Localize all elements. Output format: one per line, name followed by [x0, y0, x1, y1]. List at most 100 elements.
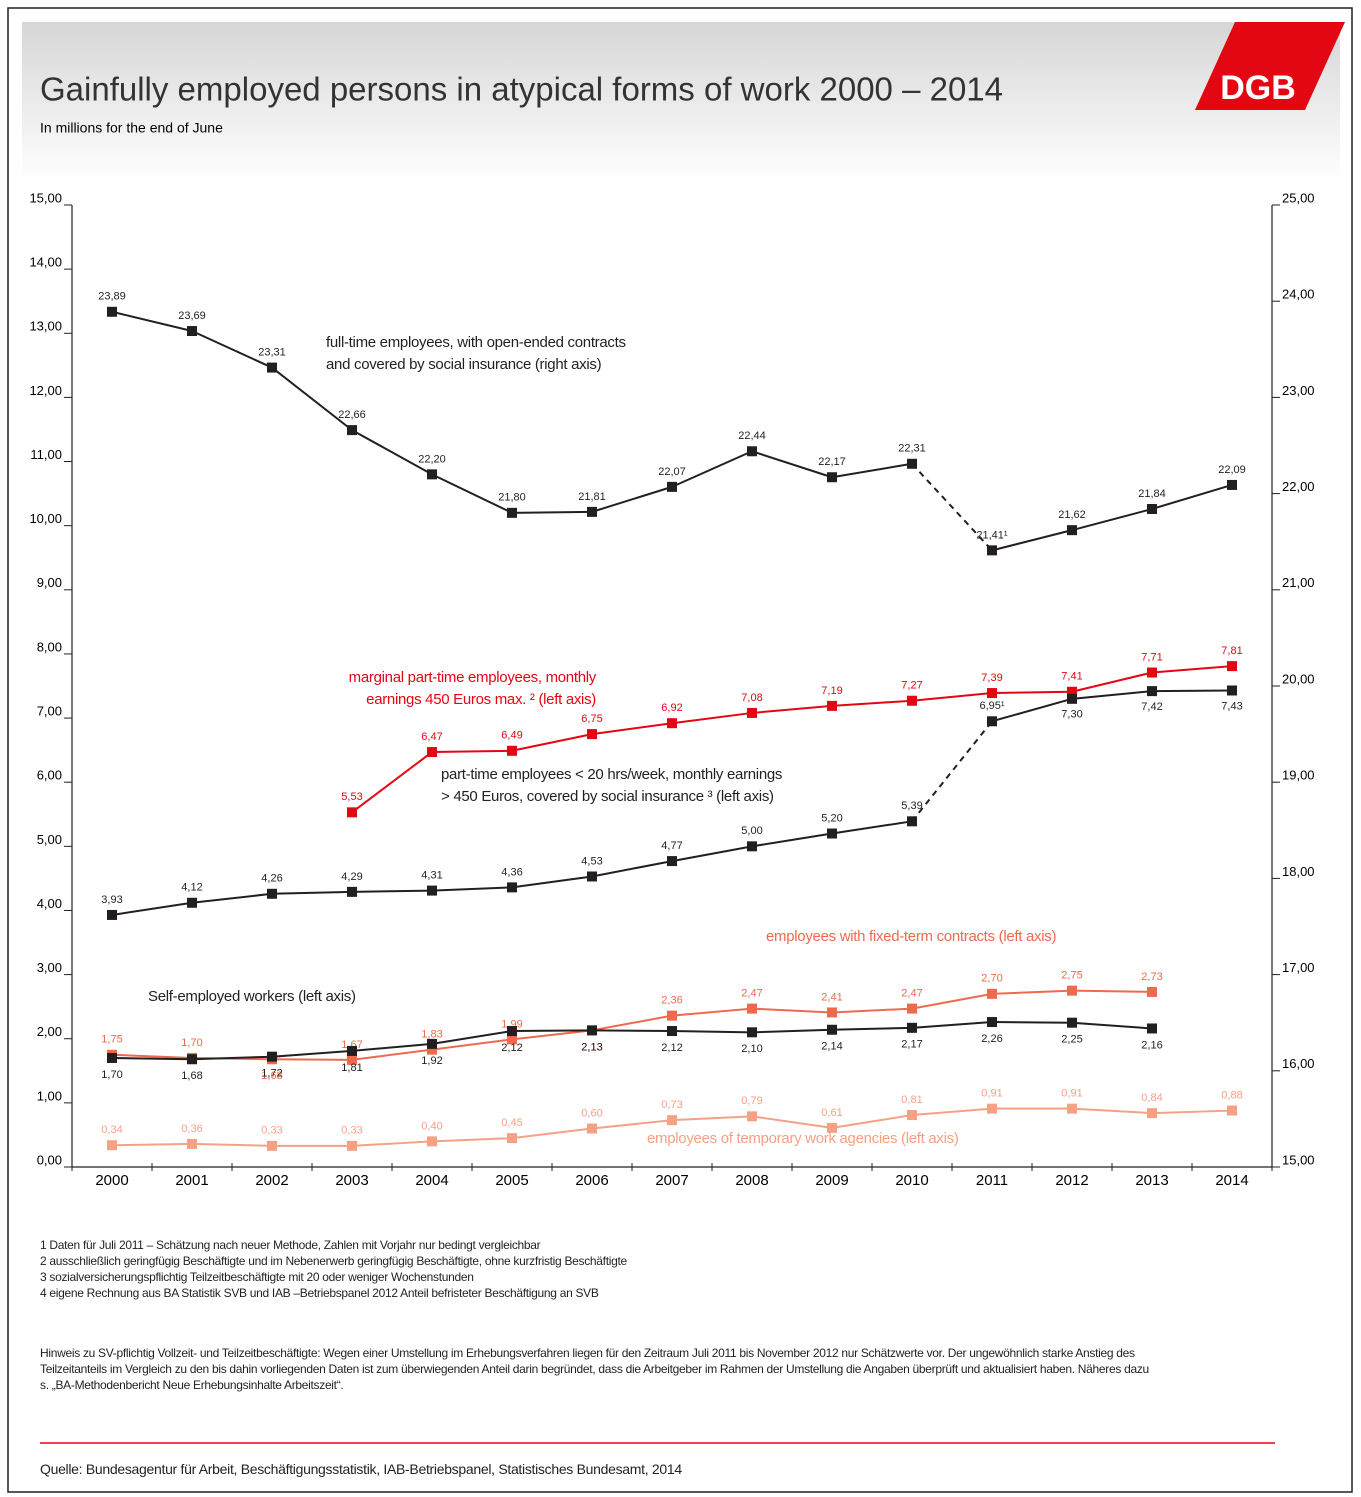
footnote: 2 ausschließlich geringfügig Beschäftigt…: [40, 1254, 627, 1268]
value-label: 6,95¹: [979, 700, 1004, 712]
y-tick-label: 9,00: [37, 575, 62, 590]
line-segment: [351, 889, 433, 893]
marker: [987, 716, 997, 727]
frame: [7, 7, 1353, 1493]
value-label: 3,93: [101, 894, 122, 906]
value-label: 0,81: [901, 1094, 922, 1106]
value-label: 0,91: [1061, 1088, 1082, 1100]
line-segment: [1071, 690, 1153, 700]
x-tick-label: 2010: [895, 1172, 928, 1189]
line-segment: [991, 529, 1073, 552]
value-label: 2,47: [741, 987, 762, 999]
marker: [1067, 525, 1077, 536]
marker: [347, 1140, 357, 1151]
marker: [587, 1025, 597, 1036]
value-label: 0,45: [501, 1117, 522, 1129]
value-label: 23,89: [98, 291, 126, 303]
line-segment: [1071, 671, 1153, 693]
marker: [107, 306, 117, 317]
series-label: full-time employees, with open-ended con…: [326, 334, 626, 373]
value-label: 2,13: [581, 1041, 602, 1053]
value-label: 22,09: [1218, 464, 1246, 476]
value-label: 2,73: [1141, 971, 1162, 983]
marker: [907, 816, 917, 827]
line-segment: [1071, 1107, 1153, 1115]
marker: [1147, 986, 1157, 997]
marker: [827, 700, 837, 711]
value-label: 7,39: [981, 672, 1002, 684]
marker: [1227, 661, 1237, 672]
y-tick-label: 12,00: [29, 383, 62, 398]
y-tick-label: 8,00: [37, 639, 62, 654]
value-label: 2,13: [581, 1041, 602, 1053]
value-label: 4,36: [501, 866, 522, 878]
y-tick-label: 4,00: [37, 896, 62, 911]
line-segment: [111, 1053, 193, 1059]
marker: [907, 458, 917, 469]
line-segment: [831, 462, 913, 479]
value-label: 7,19: [821, 685, 842, 697]
line-segment: [431, 749, 513, 754]
y2-tick-label: 20,00: [1282, 671, 1315, 686]
y2-tick-label: 25,00: [1282, 190, 1315, 205]
marker: [987, 688, 997, 699]
value-label: 7,27: [901, 680, 922, 692]
marker: [827, 1024, 837, 1035]
value-label: 23,69: [178, 310, 206, 322]
marker: [1147, 686, 1157, 697]
line-segment: [191, 1142, 273, 1147]
line-segment: [751, 1115, 833, 1129]
marker: [587, 871, 597, 882]
marker: [587, 506, 597, 517]
marker: [667, 1026, 677, 1037]
value-label: 2,70: [981, 973, 1002, 985]
value-label: 4,29: [341, 871, 362, 883]
marker: [427, 1136, 437, 1147]
line-segment: [111, 310, 193, 332]
marker: [587, 1123, 597, 1134]
marker: [267, 362, 277, 373]
marker: [827, 1122, 837, 1133]
y-tick-label: 15,00: [29, 190, 62, 205]
value-label: 21,41¹: [976, 529, 1008, 541]
line-segment: [511, 1029, 593, 1041]
marker: [827, 472, 837, 483]
marker: [267, 1140, 277, 1151]
line-segment: [431, 1038, 513, 1051]
series-label: Self-employed workers (left axis): [148, 988, 356, 1005]
line-segment: [111, 1056, 193, 1061]
line-segment: [751, 1028, 833, 1034]
marker: [1147, 1108, 1157, 1119]
y-tick-label: 3,00: [37, 960, 62, 975]
line-segment: [351, 751, 433, 814]
marker: [827, 828, 837, 839]
line-segment: [271, 366, 353, 431]
value-label: 0,33: [341, 1125, 362, 1137]
value-label: 2,16: [1141, 1039, 1162, 1051]
marker: [427, 747, 437, 758]
marker: [1227, 685, 1237, 696]
line-segment: [751, 832, 833, 848]
line-segment: [271, 890, 353, 895]
marker: [1067, 1103, 1077, 1114]
x-tick-label: 2005: [495, 1172, 528, 1189]
marker: [107, 1140, 117, 1151]
value-label: 0,79: [741, 1095, 762, 1107]
value-label: 7,30: [1061, 709, 1082, 721]
line-segment: [271, 1049, 353, 1058]
y2-tick-label: 22,00: [1282, 479, 1315, 494]
marker: [267, 888, 277, 899]
x-tick-label: 2011: [976, 1172, 1008, 1189]
y-tick-label: 6,00: [37, 768, 62, 783]
value-label: 1,75: [101, 1034, 122, 1046]
line-segment: [511, 875, 593, 889]
line-segment: [1151, 483, 1233, 510]
value-label: 4,53: [581, 855, 602, 867]
line-segment: [591, 1014, 673, 1032]
line-segment: [991, 1021, 1073, 1024]
marker: [107, 1052, 117, 1063]
x-tick-label: 2003: [335, 1172, 368, 1189]
marker: [347, 1054, 357, 1065]
line-segment: [271, 1058, 353, 1061]
y2-tick-label: 17,00: [1282, 960, 1315, 975]
